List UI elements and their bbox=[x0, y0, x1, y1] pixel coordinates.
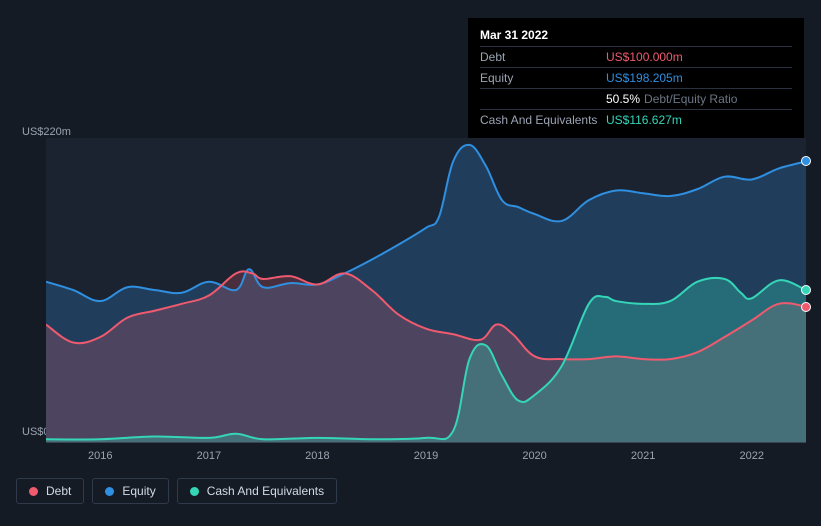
legend-item-debt[interactable]: Debt bbox=[16, 478, 84, 504]
legend-dot-debt bbox=[29, 487, 38, 496]
x-tick-label: 2016 bbox=[88, 450, 112, 462]
end-marker-equity bbox=[801, 156, 811, 166]
end-marker-cash-and-equivalents bbox=[801, 285, 811, 295]
legend-dot-cash bbox=[190, 487, 199, 496]
x-tick-label: 2019 bbox=[414, 450, 438, 462]
tooltip-label: Equity bbox=[480, 71, 606, 85]
plot-area[interactable] bbox=[46, 138, 806, 442]
x-tick-label: 2022 bbox=[739, 450, 763, 462]
tooltip-row-ratio: 50.5% Debt/Equity Ratio bbox=[480, 88, 792, 109]
end-marker-debt bbox=[801, 302, 811, 312]
tooltip-label: Debt bbox=[480, 50, 606, 64]
x-tick-label: 2017 bbox=[197, 450, 221, 462]
x-axis-line bbox=[46, 442, 806, 443]
x-tick-label: 2020 bbox=[522, 450, 546, 462]
tooltip-row-debt: Debt US$100.000m bbox=[480, 46, 792, 67]
x-tick-label: 2018 bbox=[305, 450, 329, 462]
debt-equity-chart[interactable]: US$220m US$0 201620172018201920202021202… bbox=[16, 120, 806, 460]
legend-label: Equity bbox=[122, 484, 155, 498]
tooltip-ratio-label: Debt/Equity Ratio bbox=[644, 92, 737, 106]
tooltip-value-equity: US$198.205m bbox=[606, 71, 683, 85]
tooltip-ratio-value: 50.5% bbox=[606, 92, 640, 106]
chart-legend: Debt Equity Cash And Equivalents bbox=[16, 478, 337, 504]
legend-label: Cash And Equivalents bbox=[207, 484, 324, 498]
legend-label: Debt bbox=[46, 484, 71, 498]
x-tick-label: 2021 bbox=[631, 450, 655, 462]
tooltip-row-equity: Equity US$198.205m bbox=[480, 67, 792, 88]
legend-item-equity[interactable]: Equity bbox=[92, 478, 168, 504]
plot-svg bbox=[46, 138, 806, 442]
x-axis-labels: 2016 2017 2018 2019 2020 2021 2022 bbox=[46, 450, 806, 468]
legend-dot-equity bbox=[105, 487, 114, 496]
tooltip-value-debt: US$100.000m bbox=[606, 50, 683, 64]
legend-item-cash[interactable]: Cash And Equivalents bbox=[177, 478, 337, 504]
tooltip-date: Mar 31 2022 bbox=[480, 24, 792, 46]
y-axis-max-label: US$220m bbox=[22, 126, 71, 138]
tooltip-label bbox=[480, 92, 606, 106]
